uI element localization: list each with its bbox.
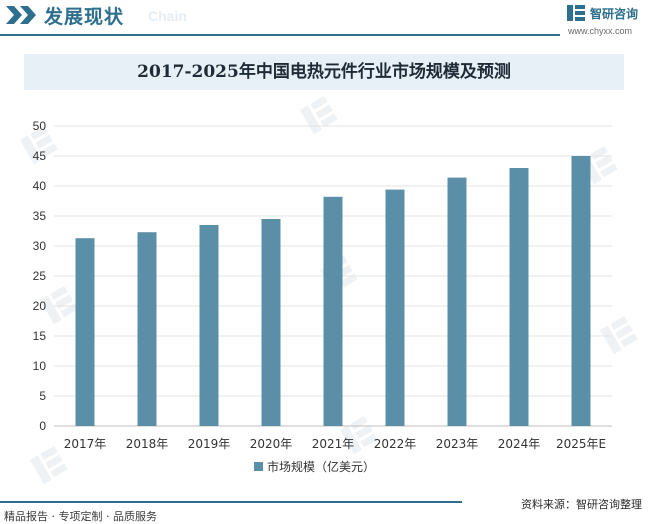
brand-block: 智研咨询 www.chyxx.com xyxy=(566,3,648,39)
y-tick-label: 10 xyxy=(33,359,47,373)
x-tick-label: 2018年 xyxy=(126,437,169,451)
bar xyxy=(385,189,405,426)
y-tick-label: 20 xyxy=(33,299,47,313)
page-header: 发展现状 Chain xyxy=(0,0,648,40)
section-title: 发展现状 xyxy=(44,6,125,28)
chart-title: 2017-2025年中国电热元件行业市场规模及预测 xyxy=(137,62,511,82)
section-subtitle: Chain xyxy=(148,8,187,24)
x-tick-label: 2025年E xyxy=(556,437,606,451)
x-tick-label: 2022年 xyxy=(374,437,417,451)
zhiyan-logo-icon xyxy=(567,5,585,21)
chart-title-band: 2017-2025年中国电热元件行业市场规模及预测 xyxy=(24,54,624,90)
brand-name: 智研咨询 xyxy=(590,7,639,21)
x-tick-label: 2024年 xyxy=(498,437,541,451)
header-divider xyxy=(0,34,560,36)
bar xyxy=(75,238,95,426)
legend-swatch xyxy=(254,462,263,471)
y-tick-label: 50 xyxy=(33,119,47,133)
footer-divider xyxy=(0,501,462,503)
double-chevron-icon xyxy=(6,6,36,24)
y-tick-label: 5 xyxy=(39,389,46,403)
x-tick-label: 2023年 xyxy=(436,437,479,451)
footer-tagline: 精品报告 · 专项定制 · 品质服务 xyxy=(4,510,157,523)
bar xyxy=(509,168,529,426)
y-tick-label: 45 xyxy=(33,149,47,163)
bar xyxy=(199,225,219,426)
x-tick-label: 2019年 xyxy=(188,437,231,451)
bar xyxy=(261,219,281,426)
bar xyxy=(571,156,591,426)
x-tick-label: 2021年 xyxy=(312,437,355,451)
legend-label: 市场规模（亿美元） xyxy=(267,459,375,474)
bar xyxy=(447,177,467,426)
x-tick-label: 2017年 xyxy=(64,437,107,451)
y-tick-label: 0 xyxy=(39,419,46,433)
data-source: 资料来源：智研咨询整理 xyxy=(521,498,642,511)
y-tick-label: 30 xyxy=(33,239,47,253)
y-tick-label: 25 xyxy=(33,269,47,283)
bar xyxy=(323,196,343,426)
y-tick-label: 15 xyxy=(33,329,47,343)
x-tick-label: 2020年 xyxy=(250,437,293,451)
brand-url: www.chyxx.com xyxy=(568,26,633,36)
y-tick-label: 35 xyxy=(33,209,47,223)
y-tick-label: 40 xyxy=(33,179,47,193)
bar xyxy=(137,232,157,426)
bar-chart: 0 5 10 15 20 25 30 35 40 45 50 2017年 2018年 2019年 2020年… xyxy=(33,119,612,474)
